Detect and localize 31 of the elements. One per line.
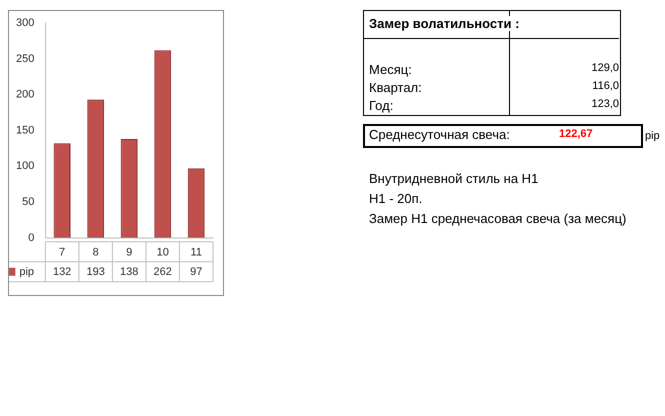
x-tick-label: 10 — [156, 246, 169, 258]
text: Замер волатильности : — [369, 16, 520, 31]
text: Месяц: — [369, 62, 412, 77]
y-tick-label: 50 — [22, 196, 34, 208]
y-tick-label: 250 — [16, 52, 34, 65]
data-label: 262 — [154, 266, 172, 278]
legend-label: pip — [19, 266, 34, 278]
data-label: 193 — [86, 266, 105, 278]
x-tick-label: 7 — [59, 246, 66, 258]
text: 122,67 — [559, 128, 593, 140]
x-tick-label: 11 — [190, 246, 202, 258]
data-label: 132 — [52, 266, 72, 278]
text: 129,0 — [591, 62, 619, 74]
text: Внутридневной стиль на H1 — [369, 171, 538, 186]
data-label: 97 — [190, 266, 202, 278]
text: pip — [645, 130, 660, 142]
y-tick-label: 0 — [28, 232, 34, 244]
text: Год: — [369, 98, 394, 113]
y-tick-label: 100 — [16, 160, 34, 172]
data-label: 138 — [120, 266, 138, 278]
x-tick-label: 8 — [92, 246, 99, 258]
text: Замер H1 среднечасовая свеча (за месяц) — [369, 211, 626, 226]
y-tick-label: 150 — [16, 124, 34, 136]
text: 116,0 — [592, 80, 619, 92]
text: Квартал: — [369, 80, 422, 95]
x-tick-label: 9 — [126, 246, 132, 258]
y-tick-label: 200 — [16, 88, 34, 101]
text: H1 - 20п. — [369, 191, 422, 206]
text: Среднесуточная свеча: — [369, 127, 510, 142]
text: 123,0 — [591, 98, 619, 110]
y-tick-label: 300 — [16, 17, 34, 30]
